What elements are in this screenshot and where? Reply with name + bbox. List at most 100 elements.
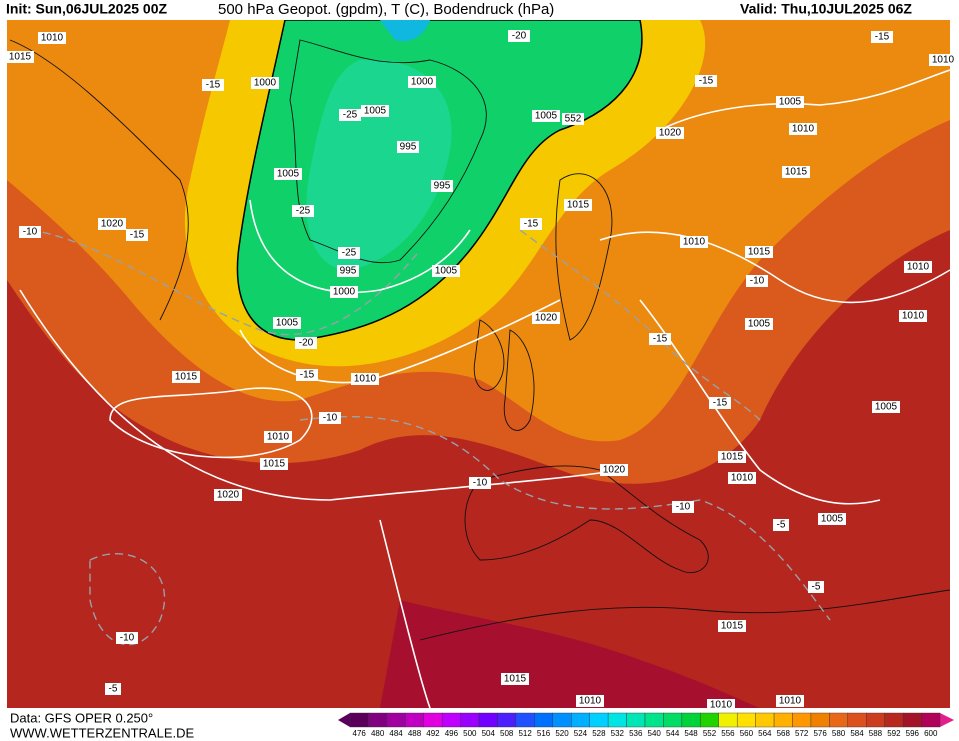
contour-label-bg	[292, 205, 314, 217]
contour-label-bg	[564, 199, 592, 211]
contour-label-bg	[728, 472, 756, 484]
contour-label: -15	[875, 32, 890, 43]
colorbar-label: 540	[648, 729, 662, 738]
contour-label: 1005	[821, 514, 844, 525]
colorbar-label: 520	[555, 729, 569, 738]
contour-label: -15	[130, 230, 145, 241]
contour-label: 1015	[9, 52, 32, 63]
contour-label: 1020	[659, 128, 682, 139]
colorbar-label: 532	[611, 729, 625, 738]
contour-label: -10	[120, 633, 135, 644]
colorbar-swatch	[847, 712, 867, 728]
contour-label-bg	[432, 265, 460, 277]
contour-label: 1010	[579, 696, 602, 707]
contour-label-bg	[264, 431, 292, 443]
colorbar-label: 600	[924, 729, 938, 738]
contour-label-bg	[501, 673, 529, 685]
contour-label: 1010	[267, 432, 290, 443]
contour-label: 995	[400, 142, 417, 153]
contour-label-bg	[520, 218, 542, 230]
contour-label: -5	[777, 520, 786, 531]
contour-label: -25	[342, 248, 357, 259]
contour-label: -5	[109, 684, 118, 695]
contour-label-bg	[126, 229, 148, 241]
colorbar-label: 488	[408, 729, 422, 738]
contour-label: 995	[434, 181, 451, 192]
contour-label: 1010	[932, 55, 955, 66]
colorbar-swatch	[589, 712, 609, 728]
colorbar-label: 556	[721, 729, 735, 738]
colorbar-swatch	[681, 712, 701, 728]
contour-label-bg	[397, 141, 419, 153]
contour-label: 1010	[710, 700, 733, 711]
colorbar-label: 576	[813, 729, 827, 738]
contour-label-bg	[649, 333, 671, 345]
contour-label: -20	[299, 338, 314, 349]
colorbar-swatch	[773, 712, 793, 728]
site-url: WWW.WETTERZENTRALE.DE	[10, 725, 194, 740]
contour-label: -25	[296, 206, 311, 217]
contour-label: 1000	[254, 78, 277, 89]
contour-label: -15	[713, 398, 728, 409]
contour-label-bg	[295, 337, 317, 349]
contour-label-bg	[929, 54, 957, 66]
contour-label-bg	[709, 397, 731, 409]
contour-label: 1005	[748, 319, 771, 330]
contour-label: -5	[812, 582, 821, 593]
colorbar-swatch	[626, 712, 646, 728]
valid-time: Valid: Thu,10JUL2025 06Z	[740, 1, 912, 17]
contour-label: -10	[23, 227, 38, 238]
contour-label-bg	[600, 464, 628, 476]
contour-label-bg	[718, 451, 746, 463]
colorbar-swatch	[349, 712, 369, 728]
colorbar-swatch	[552, 712, 572, 728]
colorbar-swatch	[607, 712, 627, 728]
colorbar-swatch	[441, 712, 461, 728]
contour-label: 1005	[364, 106, 387, 117]
contour-label-bg	[899, 310, 927, 322]
contour-label-bg	[273, 317, 301, 329]
header-bar	[0, 0, 959, 20]
contour-label: 1005	[435, 266, 458, 277]
contour-label-bg	[776, 96, 804, 108]
contour-label-bg	[469, 477, 491, 489]
colorbar-label: 588	[869, 729, 883, 738]
colorbar-arrow-low	[338, 713, 350, 727]
map-title: 500 hPa Geopot. (gpdm), T (C), Bodendruc…	[218, 1, 554, 18]
contour-label: -15	[653, 334, 668, 345]
contour-label: 1005	[276, 318, 299, 329]
contour-label-bg	[351, 373, 379, 385]
contour-label: 1010	[354, 374, 377, 385]
colorbar-label: 596	[906, 729, 920, 738]
field-cold	[380, 20, 430, 42]
colorbar-swatch	[460, 712, 480, 728]
contour-label: 1010	[731, 473, 754, 484]
colorbar-swatch	[866, 712, 885, 728]
contour-label-bg	[116, 632, 138, 644]
colorbar-label: 476	[353, 729, 367, 738]
colorbar-swatch	[884, 712, 904, 728]
contour-label-bg	[818, 513, 846, 525]
contour-label-bg	[562, 113, 584, 125]
contour-label-bg	[718, 620, 746, 632]
contour-label: 1005	[779, 97, 802, 108]
contour-label: 1000	[411, 77, 434, 88]
colorbar-label: 572	[795, 729, 809, 738]
colorbar-swatch	[718, 712, 738, 728]
contour-label-bg	[808, 581, 824, 593]
contour-label: 1010	[779, 696, 802, 707]
contour-label: 1015	[785, 167, 808, 178]
colorbar-swatch	[497, 712, 517, 728]
colorbar-label: 504	[482, 729, 496, 738]
colorbar-swatch	[423, 712, 443, 728]
contour-label-bg	[338, 247, 360, 259]
colorbar: 476 480 484 488 492 496 500 504 508 512 516 520 524 5…	[338, 712, 954, 738]
contour-label-bg	[695, 75, 717, 87]
colorbar-swatch	[663, 712, 683, 728]
colorbar-swatch	[386, 712, 406, 728]
contour-label: 1015	[175, 372, 198, 383]
isotherms	[29, 229, 831, 646]
contour-label-bg	[656, 127, 684, 139]
contour-label-bg	[98, 218, 126, 230]
colorbar-label: 580	[832, 729, 846, 738]
